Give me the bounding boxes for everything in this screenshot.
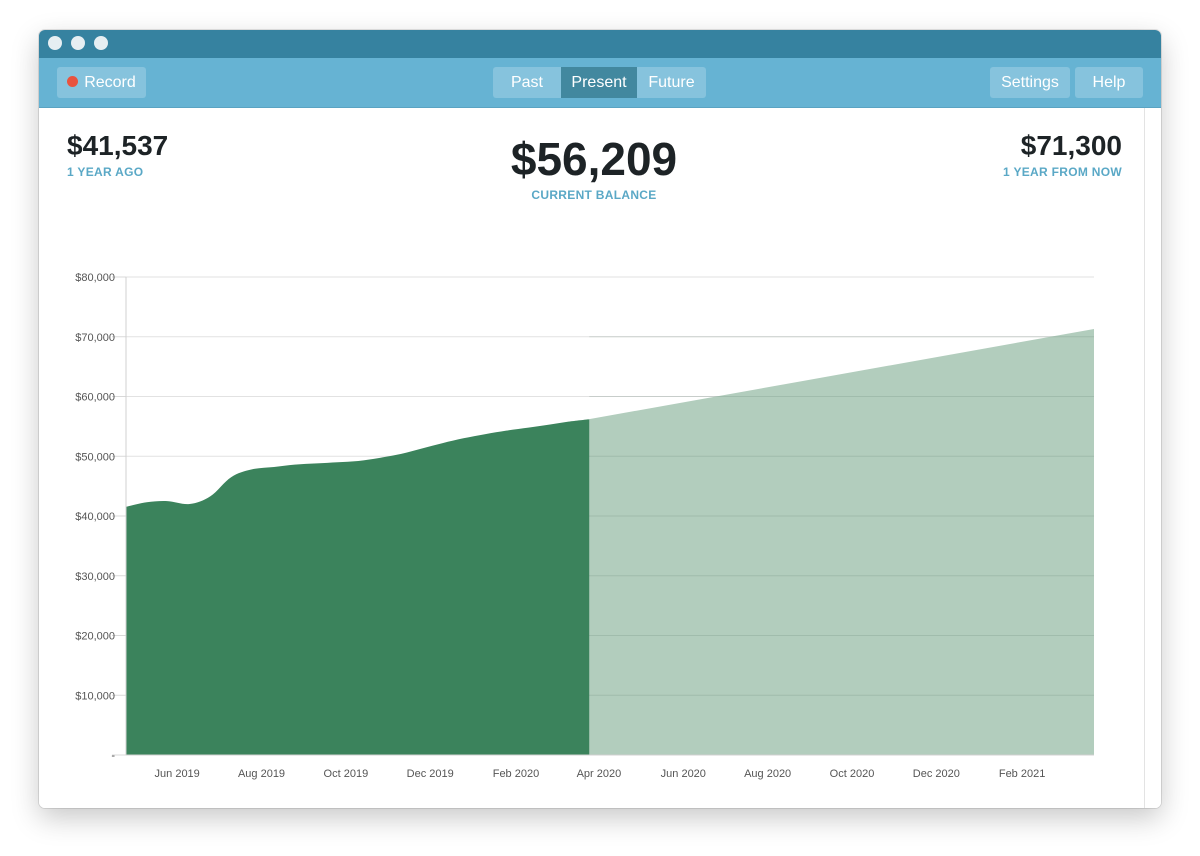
minimize-window-button[interactable] [71, 36, 85, 50]
actual-balance-area [126, 419, 590, 755]
record-button[interactable]: Record [57, 67, 146, 98]
title-bar [39, 30, 1161, 58]
y-tick-label: $40,000 [75, 511, 115, 523]
tab-past[interactable]: Past [493, 67, 561, 98]
tab-future[interactable]: Future [637, 67, 706, 98]
close-window-button[interactable] [48, 36, 62, 50]
chart-overlay-grid [589, 336, 1094, 696]
record-label: Record [84, 74, 136, 91]
record-dot-icon [67, 76, 79, 88]
x-tick-label: Oct 2020 [830, 768, 875, 780]
x-tick-label: Dec 2019 [407, 768, 454, 780]
x-tick-label: Jun 2019 [155, 768, 200, 780]
y-tick-label: $60,000 [75, 392, 115, 404]
toolbar: Record Past Present Future Settings Help [39, 58, 1161, 108]
y-tick-label: $70,000 [75, 332, 115, 344]
current-balance-label: CURRENT BALANCE [531, 188, 657, 202]
x-axis-tick-labels: Jun 2019 Aug 2019 Oct 2019 Dec 2019 Feb 2020… [155, 768, 1046, 780]
x-tick-label: Apr 2020 [577, 768, 622, 780]
past-balance-label: 1 YEAR AGO [67, 165, 144, 179]
zoom-window-button[interactable] [94, 36, 108, 50]
settings-button[interactable]: Settings [990, 67, 1070, 98]
x-tick-label: Aug 2019 [238, 768, 285, 780]
x-tick-label: Feb 2020 [493, 768, 539, 780]
current-balance-value: $56,209 [510, 133, 678, 185]
x-tick-label: Dec 2020 [913, 768, 960, 780]
x-tick-label: Feb 2021 [999, 768, 1045, 780]
y-axis-tick-labels: $80,000 $70,000 $60,000 $50,000 $40,000 $30,0… [75, 272, 115, 762]
x-tick-label: Oct 2019 [324, 768, 369, 780]
past-balance-value: $41,537 [67, 130, 169, 161]
y-tick-label: $30,000 [75, 571, 115, 583]
projected-balance-area [589, 328, 1094, 755]
y-tick-label: $10,000 [75, 690, 115, 702]
vertical-scrollbar[interactable] [1144, 108, 1161, 808]
y-tick-label: $50,000 [75, 451, 115, 463]
time-segment-control: Past Present Future [493, 67, 706, 98]
y-tick-label: - [111, 750, 115, 762]
x-tick-label: Aug 2020 [744, 768, 791, 780]
balance-chart: $80,000 $70,000 $60,000 $50,000 $40,000 $30,0… [75, 272, 1094, 780]
tab-present[interactable]: Present [561, 67, 637, 98]
x-tick-label: Jun 2020 [661, 768, 706, 780]
future-balance-label: 1 YEAR FROM NOW [1003, 165, 1122, 179]
chart-areas [126, 328, 1094, 755]
chart-axes [112, 276, 1094, 756]
y-tick-label: $20,000 [75, 631, 115, 643]
main-content: $41,537 1 YEAR AGO $56,209 CURRENT BALAN… [39, 108, 1161, 808]
app-window: Record Past Present Future Settings Help… [39, 30, 1161, 808]
help-button[interactable]: Help [1075, 67, 1143, 98]
future-balance-value: $71,300 [1020, 130, 1122, 161]
y-tick-label: $80,000 [75, 272, 115, 284]
